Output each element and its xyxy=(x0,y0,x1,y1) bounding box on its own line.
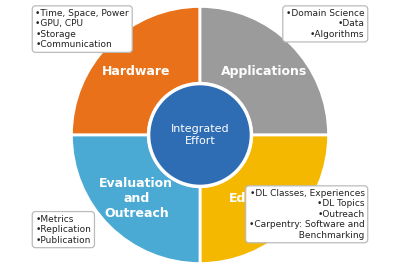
Text: Hardware: Hardware xyxy=(102,65,171,78)
Circle shape xyxy=(148,84,252,186)
Text: •Domain Science
•Data
•Algorithms: •Domain Science •Data •Algorithms xyxy=(286,9,364,39)
Text: •DL Classes, Experiences
•DL Topics
•Outreach
•Carpentry: Software and
  Benchma: •DL Classes, Experiences •DL Topics •Out… xyxy=(249,189,364,239)
Text: Integrated
Effort: Integrated Effort xyxy=(171,124,229,146)
Text: •Metrics
•Replication
•Publication: •Metrics •Replication •Publication xyxy=(36,215,91,245)
Wedge shape xyxy=(72,135,200,264)
Wedge shape xyxy=(200,135,328,264)
Text: •Time, Space, Power
•GPU, CPU
•Storage
•Communication: •Time, Space, Power •GPU, CPU •Storage •… xyxy=(36,9,129,49)
Text: Applications: Applications xyxy=(220,65,307,78)
Text: Education: Education xyxy=(229,192,298,205)
Text: Evaluation
and
Outreach: Evaluation and Outreach xyxy=(99,177,173,220)
Wedge shape xyxy=(200,6,328,135)
Wedge shape xyxy=(72,6,200,135)
